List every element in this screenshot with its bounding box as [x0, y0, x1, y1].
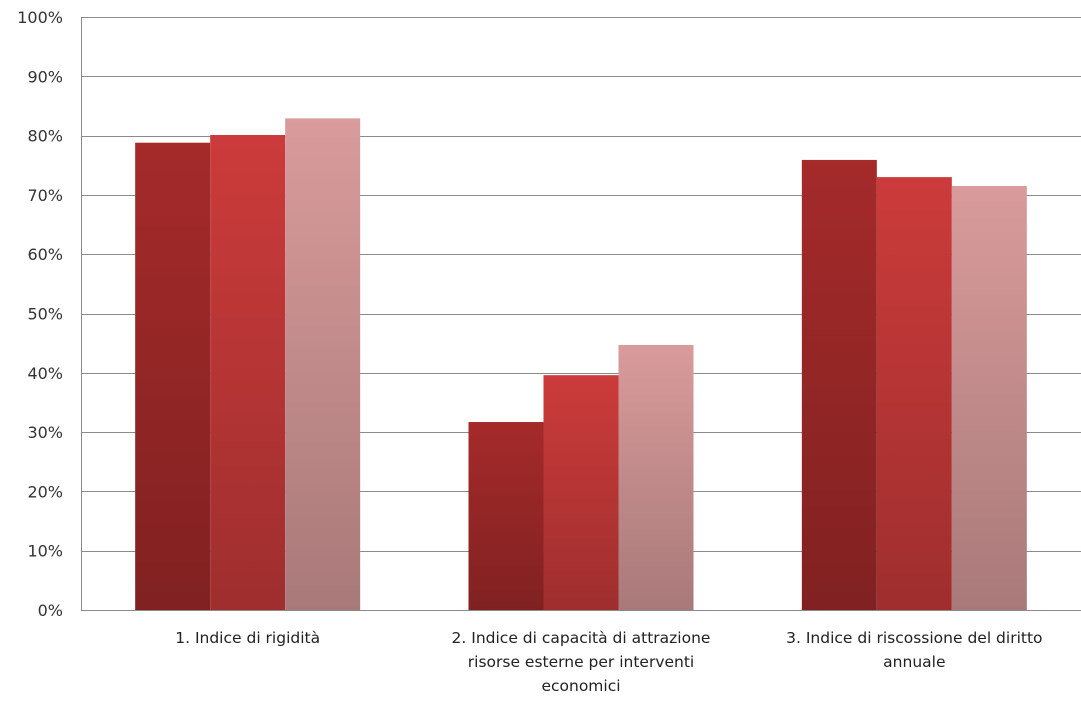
bars [135, 118, 1027, 611]
y-tick-label: 50% [27, 305, 63, 324]
bar-series-1 [801, 159, 877, 610]
category-labels: 1. Indice di rigidità 2. Indice di capaci… [175, 629, 1042, 695]
bar-series-2 [210, 135, 286, 610]
bar-series-2 [876, 177, 952, 611]
bar-series-3 [285, 118, 361, 610]
bar-series-3 [951, 186, 1027, 610]
y-tick-label: 80% [27, 127, 63, 146]
bar-series-2 [543, 375, 619, 610]
y-tick-label: 40% [27, 364, 63, 383]
bar-series-1 [135, 142, 211, 610]
y-tick-label: 30% [27, 423, 63, 442]
category-label: 1. Indice di rigidità [175, 629, 320, 647]
bar-series-3 [618, 344, 694, 610]
y-tick-label: 70% [27, 186, 63, 205]
y-tick-label: 90% [27, 67, 63, 86]
y-tick-label: 100% [17, 8, 63, 27]
y-tick-labels: 0% 10% 20% 30% 40% 50% 60% 70% 80% 90% 100% [17, 8, 63, 620]
y-tick-label: 0% [38, 601, 63, 620]
axes [81, 17, 1081, 611]
y-tick-label: 10% [27, 542, 63, 561]
category-label: 2. Indice di capacità di attrazione risor… [452, 629, 711, 695]
category-label: 3. Indice di riscossione del diritto annu… [786, 629, 1042, 671]
y-tick-label: 20% [27, 482, 63, 501]
y-tick-label: 60% [27, 245, 63, 264]
bar-series-1 [468, 422, 544, 610]
